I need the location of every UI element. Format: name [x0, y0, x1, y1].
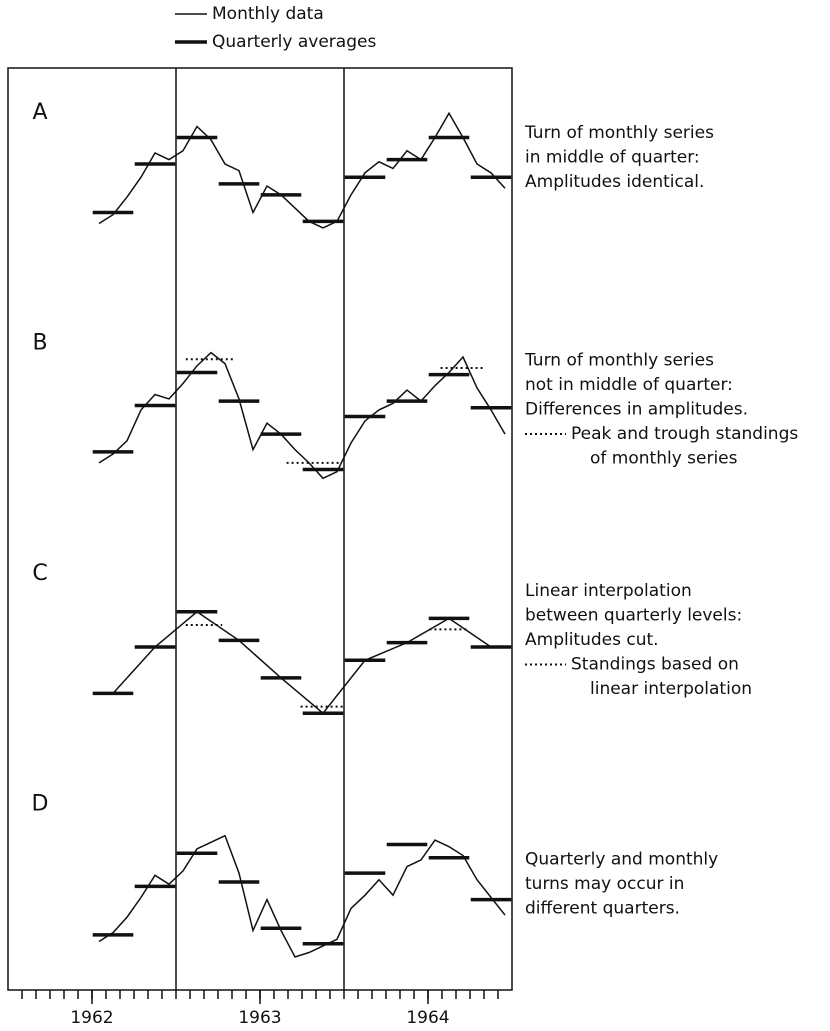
note-line: not in middle of quarter:: [525, 375, 733, 395]
frame: [7, 67, 513, 991]
panel-label: B: [32, 331, 47, 356]
note-line: Turn of monthly series: [524, 123, 714, 143]
note-line: Turn of monthly series: [524, 351, 714, 371]
note-line: Quarterly and monthly: [525, 850, 718, 870]
note-line: between quarterly levels:: [525, 606, 742, 626]
note-line: of monthly series: [590, 449, 738, 469]
note-line: Amplitudes identical.: [525, 172, 704, 192]
note-line: in middle of quarter:: [525, 148, 700, 168]
legend-label: Quarterly averages: [212, 32, 376, 52]
panel-label: D: [32, 792, 49, 817]
note-line: turns may occur in: [525, 874, 684, 894]
note-line: Standings based on: [571, 655, 739, 675]
monthly-line: [112, 610, 492, 715]
x-tick-label: 1962: [70, 1008, 113, 1028]
note-line: different quarters.: [525, 899, 680, 919]
monthly-line: [98, 111, 506, 229]
x-tick-label: 1963: [238, 1008, 281, 1028]
legend-label: Monthly data: [212, 4, 324, 24]
note-line: Amplitudes cut.: [525, 630, 659, 650]
note-line: Linear interpolation: [525, 581, 692, 601]
note-line: Differences in amplitudes.: [525, 400, 748, 420]
panel-label: A: [32, 100, 47, 125]
panel-label: C: [32, 561, 47, 586]
x-tick-label: 1964: [406, 1008, 449, 1028]
monthly-line: [98, 351, 506, 480]
note-line: linear interpolation: [590, 679, 752, 699]
monthly-line: [98, 834, 506, 958]
note-line: Peak and trough standings: [571, 424, 798, 444]
